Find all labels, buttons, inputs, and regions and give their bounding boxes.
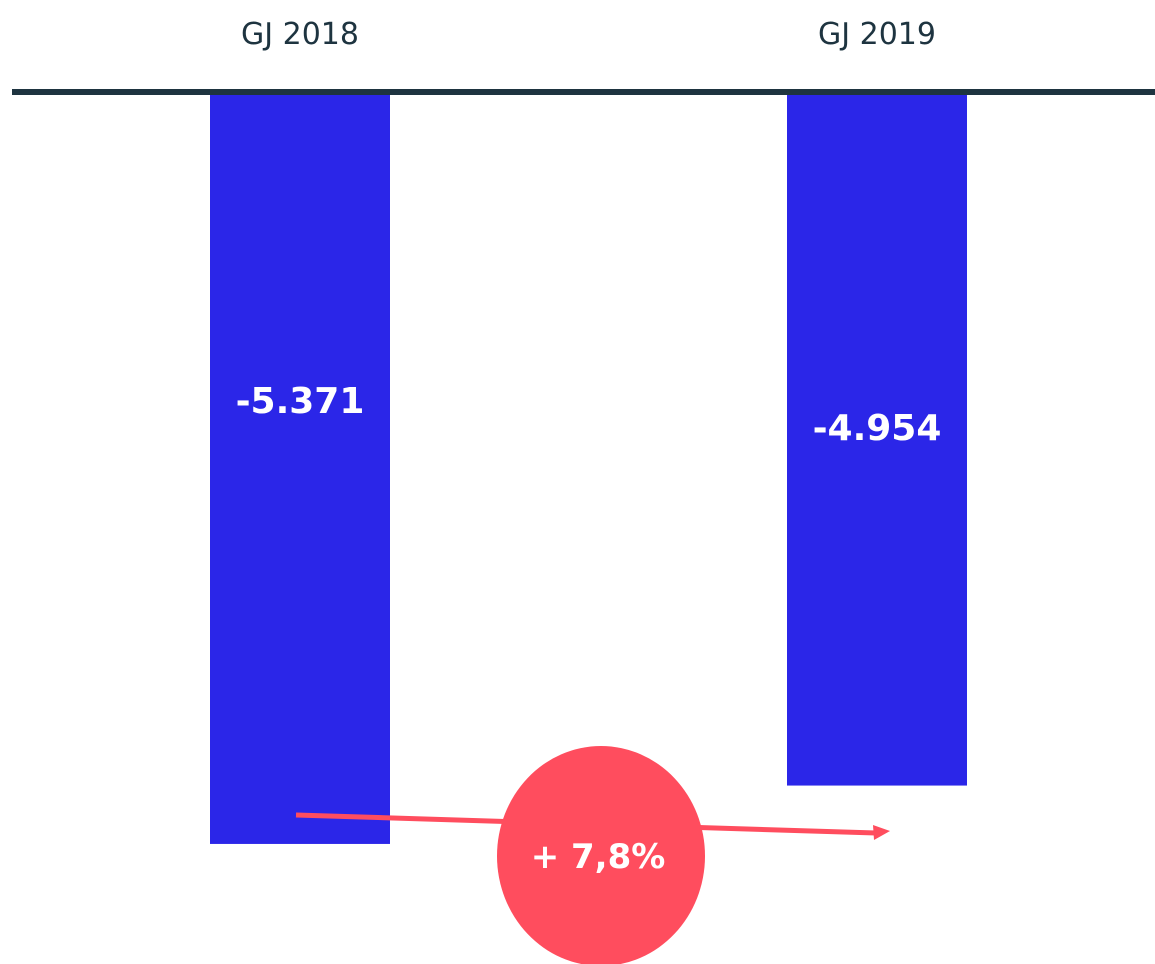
change-badge-label: + 7,8% [531, 837, 666, 877]
change-annotation: + 7,8% [295, 746, 890, 964]
trend-arrow-head [873, 825, 890, 840]
value-labels: -5.371 -4.954 [236, 381, 942, 449]
category-labels: GJ 2018 GJ 2019 [241, 17, 936, 52]
value-label-0: -5.371 [236, 381, 365, 422]
bars-layer [210, 95, 967, 844]
category-label-0: GJ 2018 [241, 17, 359, 52]
category-label-1: GJ 2019 [818, 17, 936, 52]
bar-0 [210, 95, 390, 844]
value-label-1: -4.954 [813, 408, 942, 449]
bar-1 [787, 95, 967, 786]
change-badge [497, 746, 705, 964]
